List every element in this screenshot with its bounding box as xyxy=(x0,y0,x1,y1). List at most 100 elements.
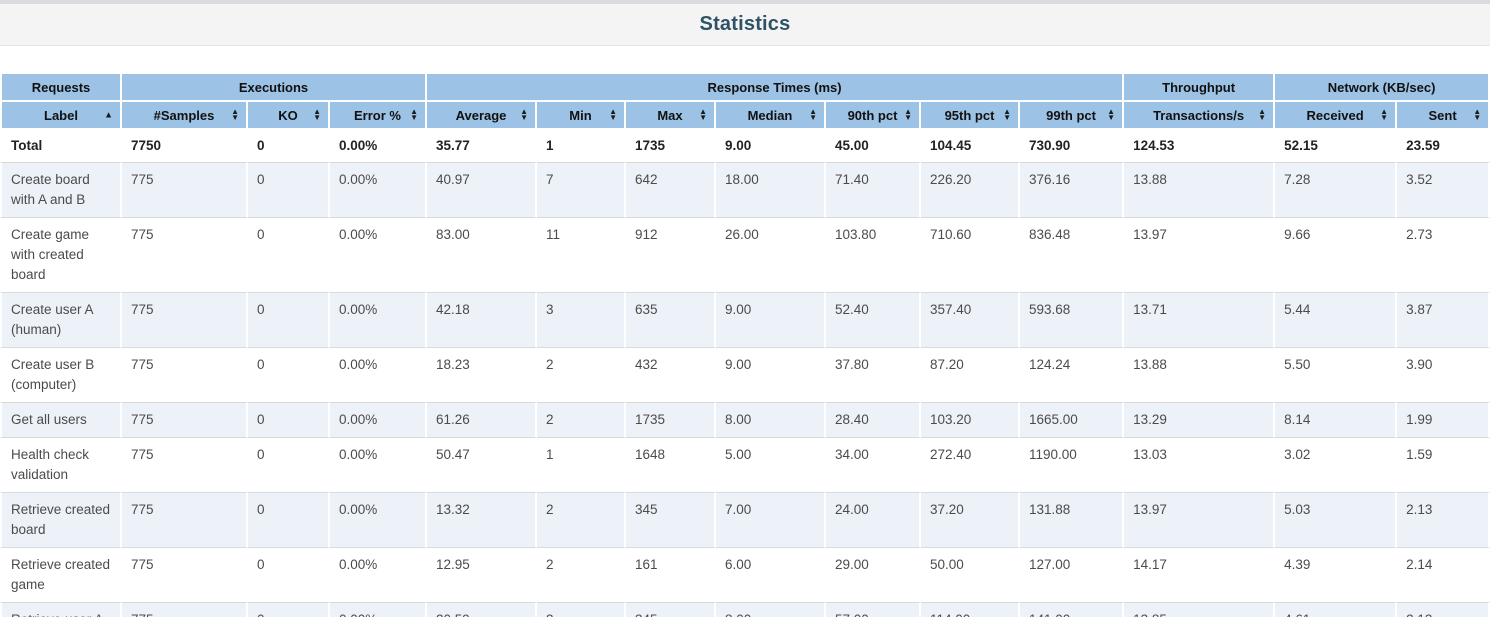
column-header-sent[interactable]: Sent ▲ ▼ xyxy=(1397,102,1490,130)
cell-min: 2 xyxy=(537,603,626,617)
cell-transactions-s: 13.88 xyxy=(1124,348,1276,403)
cell-90th-pct: 45.00 xyxy=(826,130,921,163)
group-header-row: Requests Executions Response Times (ms) Thr… xyxy=(0,74,1490,102)
column-header-min[interactable]: Min ▲ ▼ xyxy=(537,102,626,130)
cell-max: 345 xyxy=(626,603,716,617)
column-header-row: Label ▲ #Samples ▲ ▼ KO ▲ ▼ Error % ▲ ▼ Average ▲ ▼ Mi… xyxy=(0,102,1490,130)
cell-95th-pct: 272.40 xyxy=(921,438,1020,493)
cell-ko: 0 xyxy=(248,403,330,438)
row-label-cell: Create game with created board xyxy=(0,218,122,293)
column-header-average[interactable]: Average ▲ ▼ xyxy=(427,102,537,130)
column-group-executions: Executions xyxy=(122,74,427,102)
column-header-label[interactable]: Label ▲ xyxy=(0,102,122,130)
cell-median: 18.00 xyxy=(716,163,826,218)
column-header-99th-pct[interactable]: 99th pct ▲ ▼ xyxy=(1020,102,1125,130)
column-header-error[interactable]: Error % ▲ ▼ xyxy=(330,102,427,130)
cell-ko: 0 xyxy=(248,603,330,617)
column-header-label: Max xyxy=(657,107,683,123)
column-header-label: Median xyxy=(747,107,793,123)
cell-90th-pct: 28.40 xyxy=(826,403,921,438)
cell-min: 11 xyxy=(537,218,626,293)
column-header-95th-pct[interactable]: 95th pct ▲ ▼ xyxy=(921,102,1020,130)
column-header-label: Transactions/s xyxy=(1153,107,1245,123)
cell-error: 0.00% xyxy=(330,548,427,603)
column-header-label: KO xyxy=(278,107,298,123)
cell-90th-pct: 29.00 xyxy=(826,548,921,603)
column-header-samples[interactable]: #Samples ▲ ▼ xyxy=(122,102,248,130)
cell-received: 9.66 xyxy=(1275,218,1398,293)
top-navbar-strip xyxy=(0,0,1490,4)
cell-max: 161 xyxy=(626,548,716,603)
column-header-90th-pct[interactable]: 90th pct ▲ ▼ xyxy=(826,102,921,130)
table-row-retrieve-created-board: Retrieve created board 775 0 0.00% 13.32 2 345… xyxy=(0,493,1490,548)
cell-min: 2 xyxy=(537,548,626,603)
row-label-cell: Health check validation xyxy=(0,438,122,493)
column-header-label: 99th pct xyxy=(1046,107,1096,123)
cell-99th-pct: 127.00 xyxy=(1020,548,1125,603)
column-header-received[interactable]: Received ▲ ▼ xyxy=(1275,102,1398,130)
cell-median: 6.00 xyxy=(716,548,826,603)
cell-min: 2 xyxy=(537,403,626,438)
cell-median: 9.00 xyxy=(716,130,826,163)
cell-received: 52.15 xyxy=(1275,130,1398,163)
cell-90th-pct: 37.80 xyxy=(826,348,921,403)
cell-max: 345 xyxy=(626,493,716,548)
column-header-transactions-s[interactable]: Transactions/s ▲ ▼ xyxy=(1124,102,1276,130)
column-header-ko[interactable]: KO ▲ ▼ xyxy=(248,102,330,130)
cell-95th-pct: 37.20 xyxy=(921,493,1020,548)
cell-error: 0.00% xyxy=(330,293,427,348)
cell-samples: 775 xyxy=(122,603,248,617)
cell-ko: 0 xyxy=(248,163,330,218)
column-group-throughput: Throughput xyxy=(1124,74,1276,102)
column-group-network-kb-sec: Network (KB/sec) xyxy=(1275,74,1490,102)
cell-samples: 775 xyxy=(122,293,248,348)
cell-ko: 0 xyxy=(248,438,330,493)
cell-transactions-s: 13.97 xyxy=(1124,493,1276,548)
column-header-median[interactable]: Median ▲ ▼ xyxy=(716,102,826,130)
row-label-cell: Total xyxy=(0,130,122,163)
cell-sent: 1.99 xyxy=(1397,403,1490,438)
cell-average: 42.18 xyxy=(427,293,537,348)
cell-average: 50.47 xyxy=(427,438,537,493)
cell-min: 1 xyxy=(537,130,626,163)
cell-sent: 3.87 xyxy=(1397,293,1490,348)
cell-99th-pct: 1190.00 xyxy=(1020,438,1125,493)
column-header-label: Min xyxy=(569,107,592,123)
cell-transactions-s: 13.71 xyxy=(1124,293,1276,348)
cell-min: 3 xyxy=(537,293,626,348)
column-group-requests: Requests xyxy=(0,74,122,102)
cell-received: 8.14 xyxy=(1275,403,1398,438)
cell-median: 26.00 xyxy=(716,218,826,293)
cell-95th-pct: 87.20 xyxy=(921,348,1020,403)
cell-samples: 775 xyxy=(122,403,248,438)
sort-icon: ▲ ▼ xyxy=(904,107,912,122)
spacer xyxy=(0,46,1490,74)
cell-ko: 0 xyxy=(248,293,330,348)
cell-ko: 0 xyxy=(248,493,330,548)
column-header-max[interactable]: Max ▲ ▼ xyxy=(626,102,716,130)
cell-error: 0.00% xyxy=(330,218,427,293)
cell-error: 0.00% xyxy=(330,163,427,218)
column-header-label: Label xyxy=(44,107,78,123)
cell-95th-pct: 357.40 xyxy=(921,293,1020,348)
title-band: Statistics xyxy=(0,4,1490,46)
cell-max: 1735 xyxy=(626,403,716,438)
cell-median: 8.00 xyxy=(716,603,826,617)
cell-sent: 3.52 xyxy=(1397,163,1490,218)
cell-error: 0.00% xyxy=(330,493,427,548)
row-label-cell: Create board with A and B xyxy=(0,163,122,218)
cell-average: 40.97 xyxy=(427,163,537,218)
cell-99th-pct: 1665.00 xyxy=(1020,403,1125,438)
cell-samples: 7750 xyxy=(122,130,248,163)
row-label-cell: Retrieve created board xyxy=(0,493,122,548)
cell-samples: 775 xyxy=(122,438,248,493)
column-header-label: Average xyxy=(455,107,507,123)
cell-sent: 2.13 xyxy=(1397,603,1490,617)
table-row-retrieve-user-a: Retrieve user A77500.00%20.5923458.0057.… xyxy=(0,603,1490,617)
cell-error: 0.00% xyxy=(330,438,427,493)
cell-transactions-s: 13.97 xyxy=(1124,218,1276,293)
cell-average: 20.59 xyxy=(427,603,537,617)
sort-icon: ▲ ▼ xyxy=(1473,107,1482,122)
table-row-create-user-a-human: Create user A (human) 775 0 0.00% 42.18 3 635 9… xyxy=(0,293,1490,348)
cell-min: 2 xyxy=(537,493,626,548)
